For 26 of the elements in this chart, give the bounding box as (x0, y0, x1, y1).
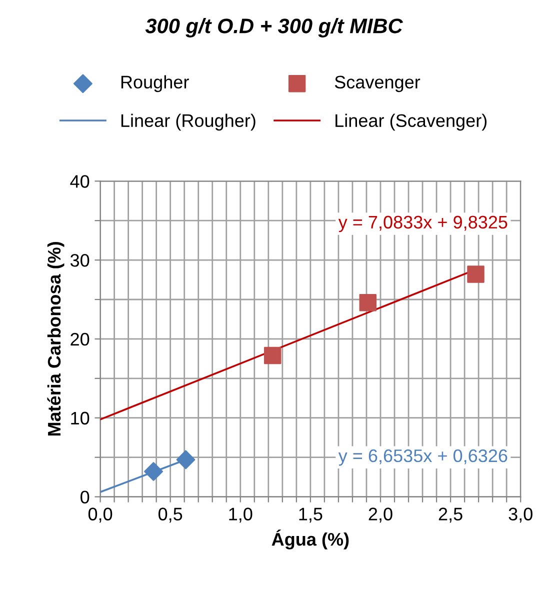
y-tick-label: 30 (70, 254, 90, 267)
point (144, 462, 164, 482)
y-axis-title: Matéria Carbonosa (%) (47, 242, 64, 436)
x-tick-label: 0,5 (158, 508, 182, 523)
x-tick-label: 0,0 (88, 508, 112, 523)
legend-label: Scavenger (334, 76, 420, 92)
x-tick-label: 2,5 (438, 508, 462, 523)
y-tick-label: 0 (80, 490, 90, 504)
point (176, 450, 196, 470)
x-tick-label: 1,5 (299, 508, 322, 523)
y-tick-label: 10 (71, 412, 90, 425)
legend-label: Linear (Rougher) (121, 114, 256, 131)
point (467, 266, 484, 283)
legend-label: Linear (Scavenger) (336, 114, 487, 131)
chart-title: 300 g/t O.D + 300 g/t MIBC (145, 18, 404, 38)
y-tick-label: 40 (70, 175, 90, 188)
legend-label: Rougher (121, 75, 189, 92)
point (359, 294, 376, 312)
x-axis-title: Água (%) (272, 530, 349, 550)
y-tick-label: 20 (70, 332, 90, 346)
annotation: y = 6,6535x + 0,6326 (338, 449, 508, 466)
x-tick-label: 1,0 (229, 508, 252, 523)
x-tick-label: 2,0 (368, 508, 392, 523)
point (264, 346, 282, 364)
annotation: y = 7,0833x + 9,8325 (338, 216, 508, 232)
x-tick-label: 3,0 (508, 508, 532, 523)
